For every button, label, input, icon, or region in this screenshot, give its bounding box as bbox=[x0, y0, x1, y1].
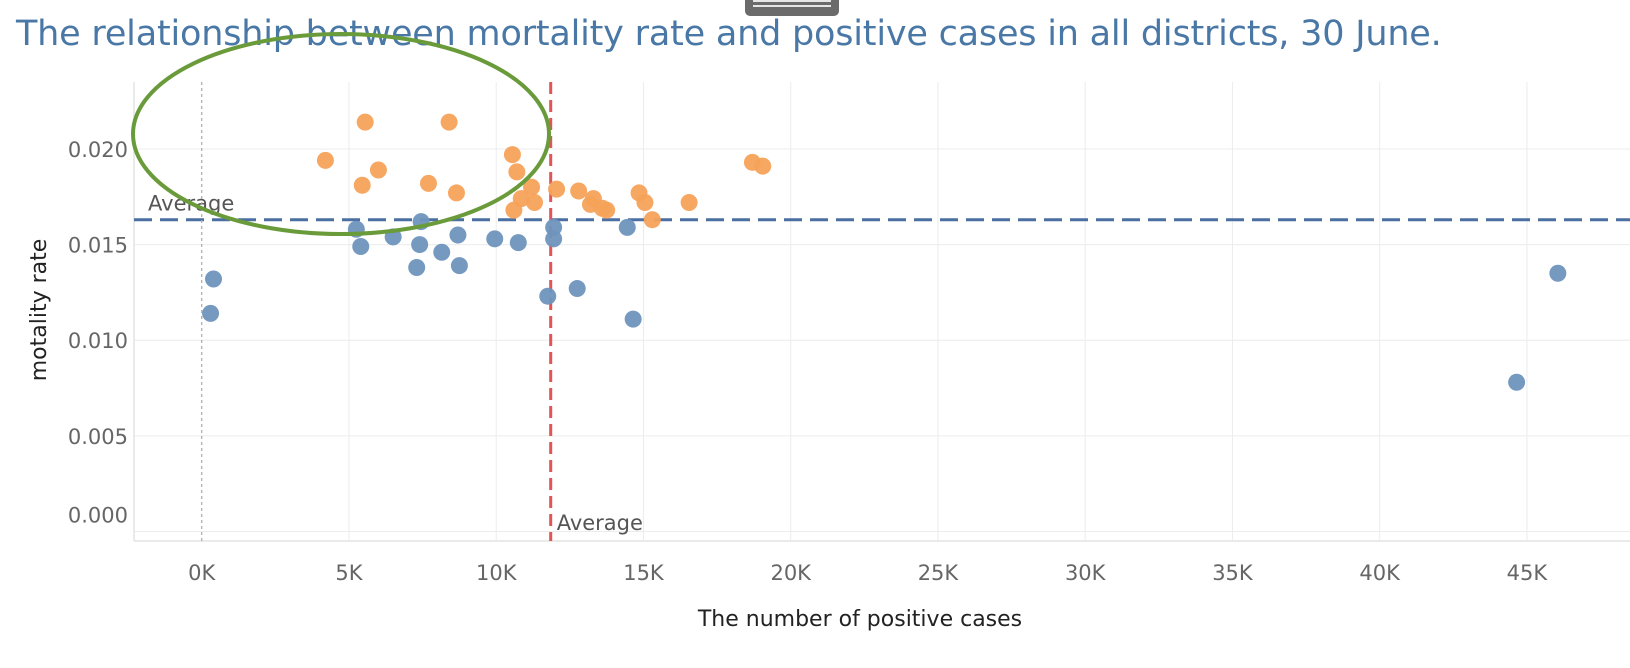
y-tick-label: 0.010 bbox=[68, 329, 128, 353]
low-mortality-point bbox=[450, 257, 468, 275]
low-mortality-point bbox=[1549, 264, 1567, 282]
high-mortality-point bbox=[447, 184, 465, 202]
annotation-layer bbox=[131, 32, 551, 236]
high-mortality-point bbox=[369, 161, 387, 179]
low-mortality-point bbox=[449, 226, 467, 244]
x-tick-label: 45K bbox=[1507, 561, 1549, 585]
x-tick-label: 25K bbox=[918, 561, 960, 585]
high-mortality-point bbox=[503, 146, 521, 164]
y-tick-label: 0.005 bbox=[68, 425, 128, 449]
high-mortality-point bbox=[643, 211, 661, 229]
x-tick-label: 15K bbox=[623, 561, 665, 585]
low-mortality-point bbox=[568, 280, 586, 298]
y-tick-label: 0.000 bbox=[68, 503, 128, 527]
high-mortality-point bbox=[316, 151, 334, 169]
high-mortality-point bbox=[508, 163, 526, 181]
chart-title: The relationship between mortality rate … bbox=[16, 14, 1442, 54]
data-points bbox=[202, 113, 1567, 391]
low-mortality-point bbox=[352, 237, 370, 255]
high-mortality-point bbox=[523, 178, 541, 196]
x-tick-label: 35K bbox=[1212, 561, 1254, 585]
high-mortality-point bbox=[505, 201, 523, 219]
x-tick-label: 0K bbox=[188, 561, 216, 585]
x-tick-label: 30K bbox=[1065, 561, 1107, 585]
high-mortality-point bbox=[419, 174, 437, 192]
axis-layer: 0K 5K 10K 15K 20K 25K 30K 35K 40K 45K 0.000 0.005 0.… bbox=[68, 82, 1630, 585]
high-mortality-point bbox=[440, 113, 458, 131]
grid-layer bbox=[134, 82, 1630, 541]
toolbar-handle[interactable] bbox=[745, 0, 839, 16]
low-mortality-point bbox=[408, 259, 426, 277]
low-mortality-point bbox=[624, 310, 642, 328]
y-tick-label: 0.020 bbox=[68, 138, 128, 162]
x-tick-label: 20K bbox=[770, 561, 812, 585]
annotation-ellipse bbox=[131, 32, 551, 236]
grip-line bbox=[753, 0, 831, 2]
low-mortality-point bbox=[539, 287, 557, 305]
low-mortality-point bbox=[1508, 373, 1526, 391]
low-mortality-point bbox=[618, 218, 636, 236]
y-tick-label: 0.015 bbox=[68, 234, 128, 258]
high-mortality-point bbox=[570, 182, 588, 200]
high-mortality-point bbox=[526, 193, 544, 211]
low-mortality-point bbox=[486, 230, 504, 248]
low-mortality-point bbox=[202, 304, 220, 322]
x-tick-label: 40K bbox=[1359, 561, 1401, 585]
x-axis-title: The number of positive cases bbox=[697, 607, 1022, 632]
low-mortality-point bbox=[509, 234, 527, 252]
x-reference-label: Average bbox=[557, 511, 643, 535]
x-tick-label: 10K bbox=[476, 561, 518, 585]
low-mortality-point bbox=[545, 230, 563, 248]
high-mortality-point bbox=[598, 201, 616, 219]
y-axis-title: motality rate bbox=[27, 239, 52, 382]
grip-line bbox=[753, 5, 831, 7]
high-mortality-point bbox=[680, 193, 698, 211]
low-mortality-point bbox=[433, 243, 451, 261]
high-mortality-point bbox=[548, 180, 566, 198]
high-mortality-point bbox=[636, 193, 654, 211]
high-mortality-point bbox=[353, 176, 371, 194]
x-tick-label: 5K bbox=[335, 561, 363, 585]
high-mortality-point bbox=[754, 157, 772, 175]
high-mortality-point bbox=[356, 113, 374, 131]
low-mortality-point bbox=[205, 270, 223, 288]
low-mortality-point bbox=[411, 236, 429, 254]
